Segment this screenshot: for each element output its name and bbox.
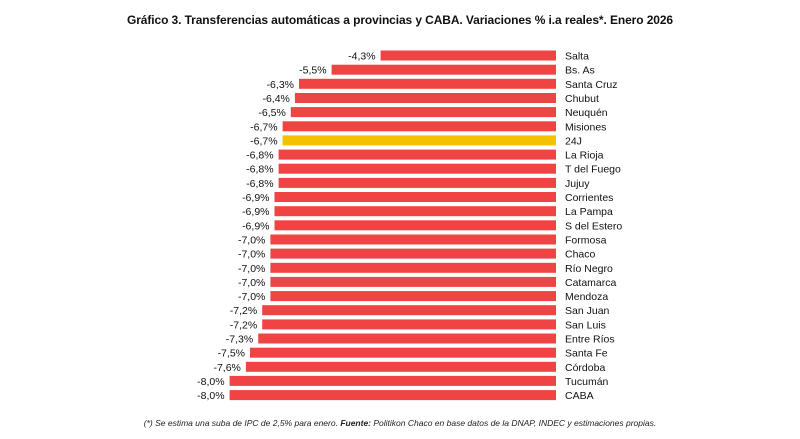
bar [282,135,556,146]
category-label: Mendoza [565,291,608,303]
category-label: La Pampa [565,206,613,218]
value-label: -5,5% [299,65,326,77]
value-label: -8,0% [197,376,224,388]
value-label: -7,0% [238,291,265,303]
value-label: -7,0% [238,263,265,275]
category-label: La Rioja [565,150,604,162]
bar [262,305,556,316]
value-label: -7,0% [238,235,265,247]
value-label: -6,3% [267,79,294,91]
category-label: Misiones [565,121,606,133]
category-label: Santa Fe [565,348,608,360]
value-label: -6,4% [262,93,289,105]
value-labels-layer: -4,3% -5,5% -6,3% -6,4% -6,5% -6,7% -6,7% -6,8%… [197,51,375,403]
category-label: Santa Cruz [565,79,618,91]
bar [290,107,556,118]
category-label: CABA [565,390,594,402]
value-label: -6,8% [246,150,273,162]
bar [270,248,556,259]
bar [380,50,556,61]
category-label: Catamarca [565,277,617,289]
bar [250,347,556,358]
bar [282,121,556,132]
category-label: Chaco [565,249,596,261]
category-label: Tucumán [565,376,609,388]
value-label: -6,7% [250,135,277,147]
category-label: Corrientes [565,192,613,204]
category-label: Chubut [565,93,599,105]
bar [331,64,556,75]
footnote-note: (*) Se estima una suba de IPC de 2,5% pa… [143,418,341,428]
bar [229,390,556,401]
category-labels-layer: Salta Bs. As Santa Cruz Chubut Neuquén Mision… [565,51,622,403]
value-label: -4,3% [348,51,375,63]
chart-title: Gráfico 3. Transferencias automáticas a … [127,13,673,27]
bar [299,78,556,89]
bar [278,149,556,160]
bar [270,291,556,302]
category-label: Río Negro [565,263,613,275]
footnote-source-label: Fuente: [340,418,372,428]
value-label: -6,8% [246,178,273,190]
category-label: Salta [565,51,589,63]
bar [270,276,556,287]
value-label: -6,7% [250,121,277,133]
category-label: Entre Ríos [565,334,615,346]
category-label: T del Fuego [565,164,621,176]
bar [245,361,556,372]
value-label: -6,9% [242,220,269,232]
value-label: -8,0% [197,390,224,402]
bar [278,177,556,188]
value-label: -7,2% [230,305,257,317]
value-label: -7,6% [213,362,240,374]
value-label: -7,3% [226,334,253,346]
bar [258,333,556,344]
bar [262,319,556,330]
bar [229,375,556,386]
category-label: Jujuy [565,178,590,190]
category-label: Neuquén [565,107,608,119]
value-label: -6,5% [258,107,285,119]
category-label: Córdoba [565,362,605,374]
category-label: San Juan [565,305,610,317]
category-label: Bs. As [565,65,595,77]
bar [274,220,556,231]
category-label: S del Estero [565,220,622,232]
value-label: -6,9% [242,206,269,218]
footnote-source-text: Politikon Chaco en base datos de la DNAP… [371,418,657,428]
value-label: -6,9% [242,192,269,204]
value-label: -7,2% [230,319,257,331]
bar [294,93,556,103]
value-label: -7,5% [218,348,245,360]
footnote: (*) Se estima una suba de IPC de 2,5% pa… [0,418,800,428]
value-label: -6,8% [246,164,273,176]
category-label: San Luis [565,319,606,331]
bars-layer [229,50,556,401]
bar [274,206,556,217]
category-label: Formosa [565,235,607,247]
bar [274,192,556,202]
value-label: -7,0% [238,277,265,289]
value-label: -7,0% [238,249,265,261]
bar [270,234,556,245]
bar [278,163,556,174]
bar [270,262,556,273]
category-label: 24J [565,135,582,147]
